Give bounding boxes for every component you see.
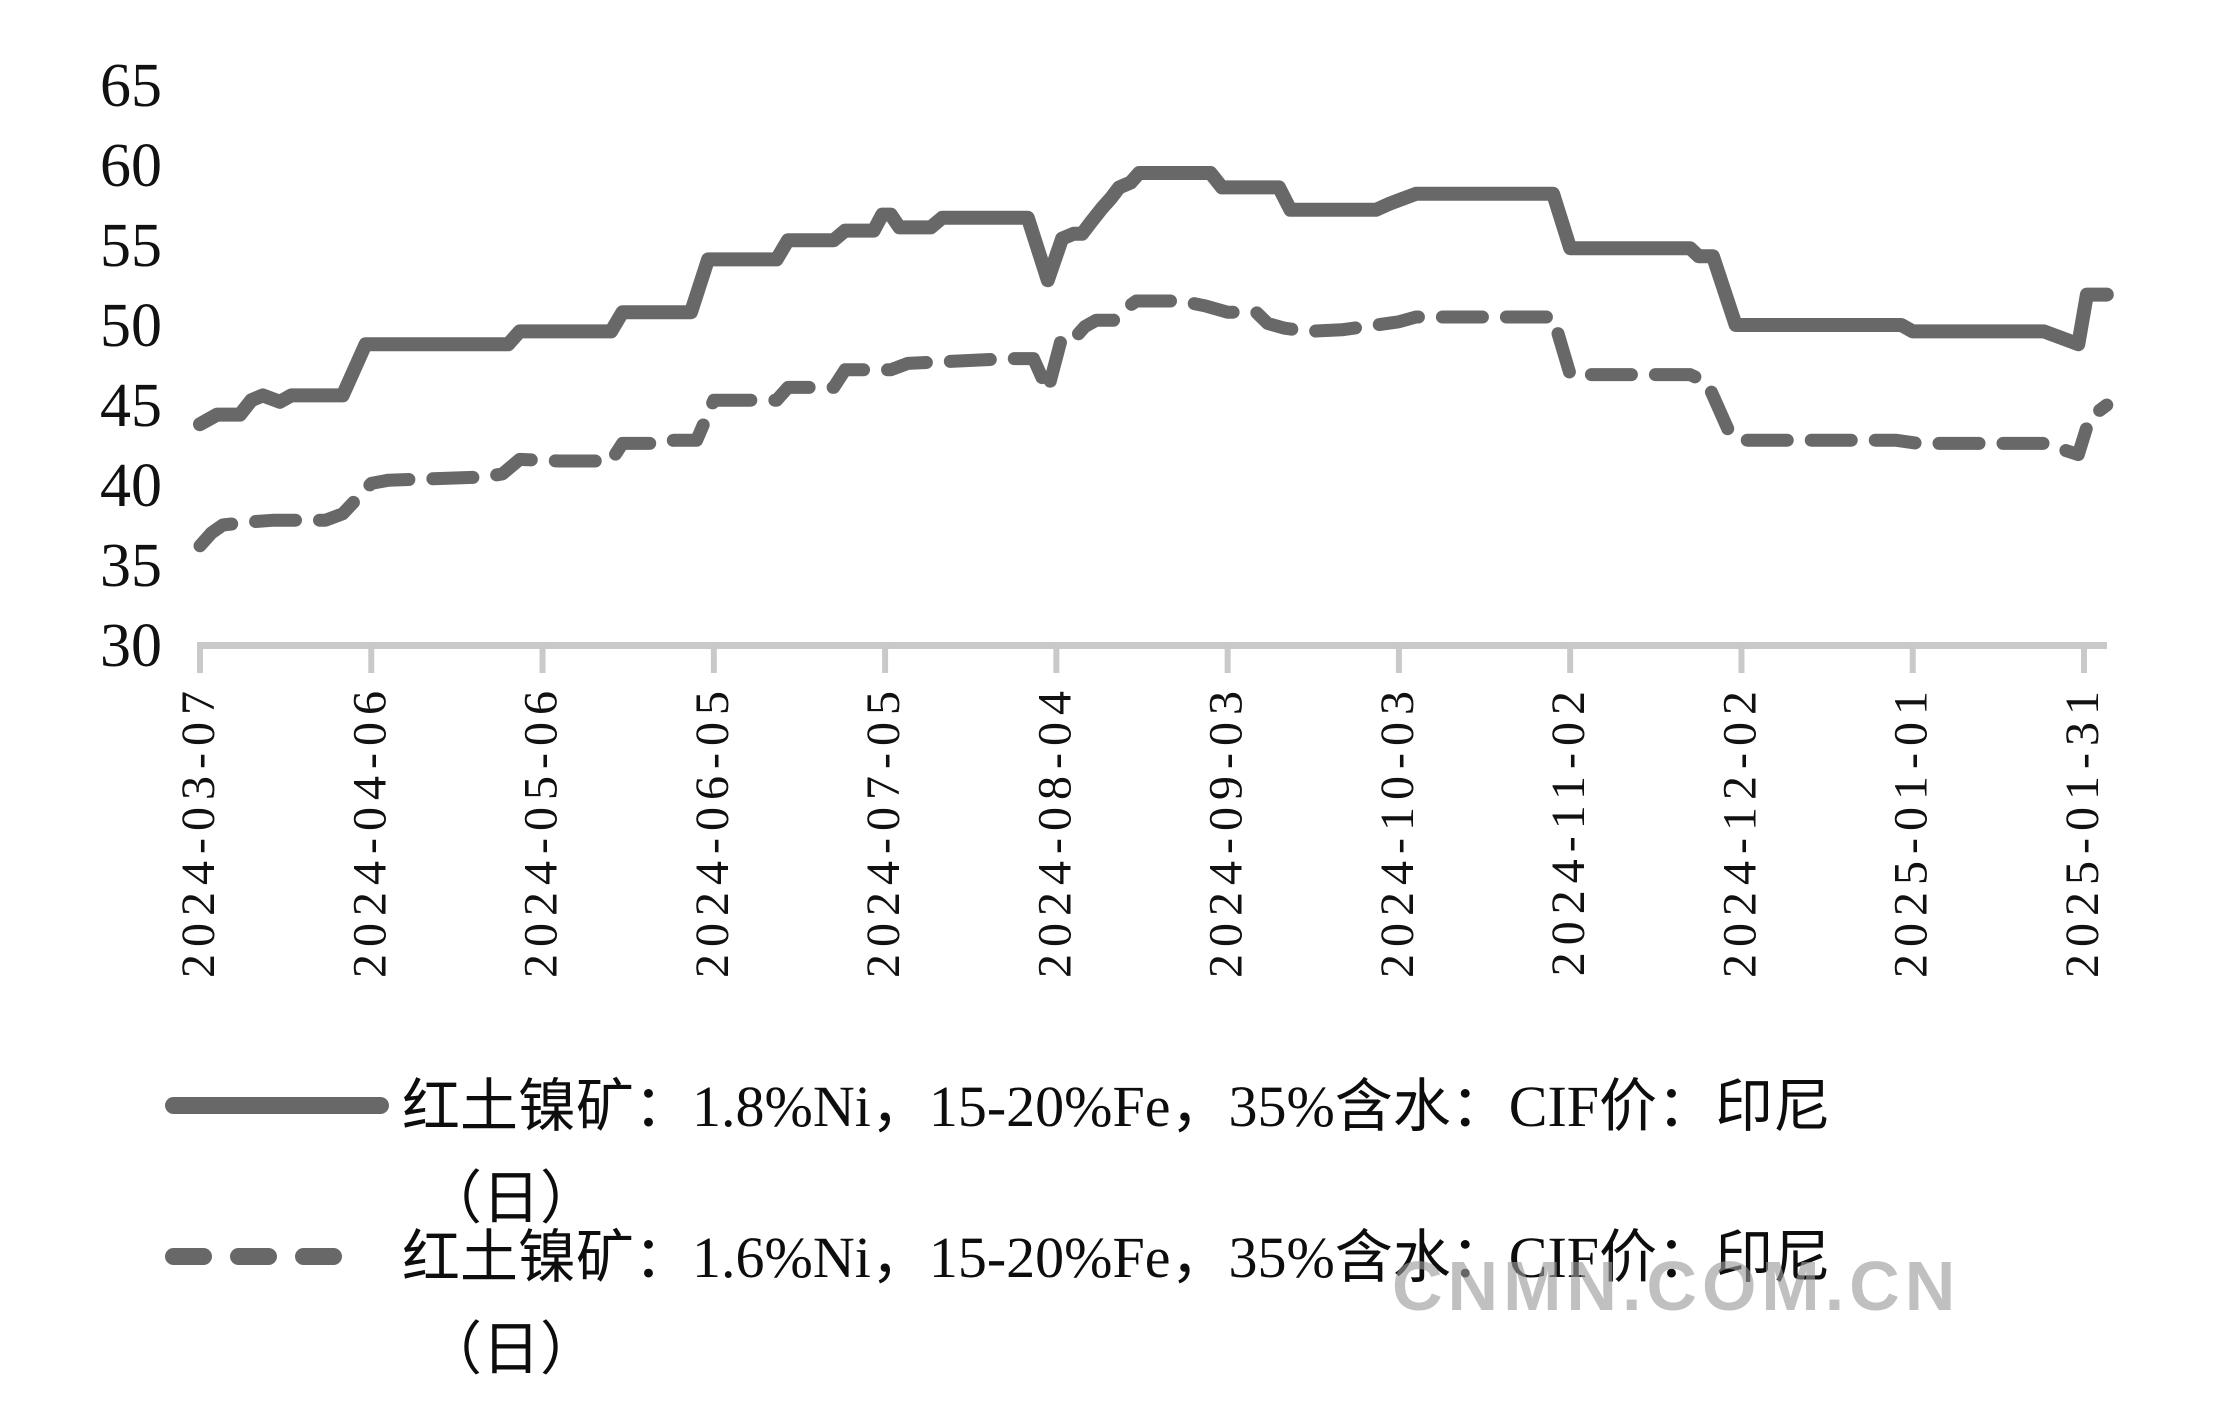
legend-label-line2: （日） [424, 1317, 599, 1382]
y-axis-label: 50 [100, 292, 162, 360]
y-axis-label: 55 [100, 212, 162, 280]
dashed-line-swatch [165, 1248, 395, 1265]
x-axis-label: 2024-08-04 [1028, 684, 1081, 978]
y-axis-label: 45 [100, 372, 162, 440]
legend-label: 红土镍矿：1.6%Ni，15-20%Fe，35%含水：CIF价：印尼 （日） [402, 1212, 2180, 1396]
legend-label-line2: （日） [424, 1166, 599, 1231]
legend-entry-1.8ni: 红土镍矿：1.8%Ni，15-20%Fe，35%含水：CIF价：印尼 （日） [0, 1061, 2180, 1245]
series-line-1.8ni [193, 166, 2114, 432]
legend-label-line1: 红土镍矿：1.8%Ni，15-20%Fe，35%含水：CIF价：印尼 [402, 1074, 1832, 1139]
x-axis-label: 2024-09-03 [1200, 684, 1253, 978]
x-axis-label: 2024-05-06 [515, 684, 568, 978]
y-axis-label: 65 [100, 52, 162, 120]
y-axis-label: 30 [100, 612, 162, 680]
x-axis-label: 2024-10-03 [1371, 684, 1424, 978]
x-axis-label: 2025-01-31 [2056, 684, 2109, 978]
x-axis-label: 2025-01-01 [1885, 684, 1938, 978]
x-axis-label: 2024-04-06 [343, 684, 396, 978]
watermark: CNMN.COM.CN [1392, 1247, 1961, 1325]
x-axis-label: 2024-11-02 [1542, 684, 1595, 976]
x-axis-label: 2024-06-05 [686, 684, 739, 978]
x-axis-label: 2024-07-05 [857, 684, 910, 978]
y-axis-label: 60 [100, 132, 162, 200]
series-line-1.6ni [193, 294, 2114, 553]
legend-entry-1.6ni: 红土镍矿：1.6%Ni，15-20%Fe，35%含水：CIF价：印尼 （日） [0, 1212, 2180, 1396]
y-axis-label: 40 [100, 452, 162, 520]
x-axis-label: 2024-03-07 [172, 684, 225, 978]
legend-label: 红土镍矿：1.8%Ni，15-20%Fe，35%含水：CIF价：印尼 （日） [402, 1061, 2180, 1245]
solid-line-swatch [165, 1097, 389, 1114]
y-axis-label: 35 [100, 532, 162, 600]
legend-label-line1: 红土镍矿：1.6%Ni，15-20%Fe，35%含水：CIF价：印尼 [402, 1225, 1832, 1290]
price-line-chart: 30 35 40 45 50 55 60 65 2024-03-07 2024-04-06 2024… [100, 52, 2114, 978]
x-axis-label: 2024-12-02 [1713, 684, 1766, 978]
